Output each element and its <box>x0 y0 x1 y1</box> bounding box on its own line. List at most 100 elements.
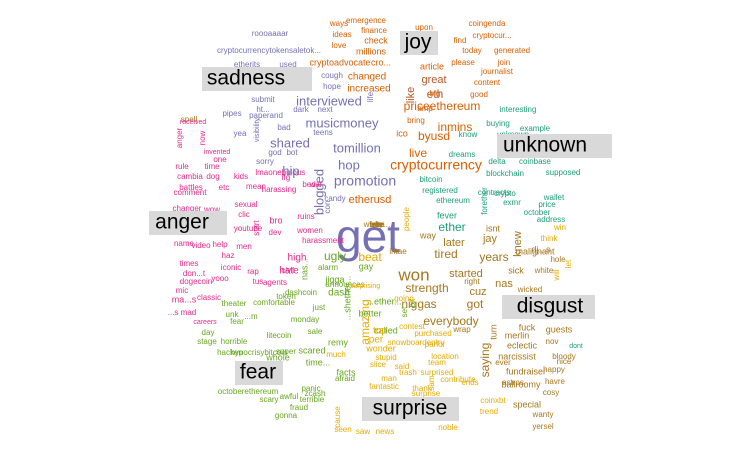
group-label-anger: anger <box>149 211 227 235</box>
word-contracts: contracts <box>478 188 510 197</box>
group-label-text: anger <box>155 211 209 234</box>
word-years: years <box>479 250 508 264</box>
word-big: big <box>430 89 441 98</box>
word-fantastic: fantastic <box>369 382 399 391</box>
word-times: times <box>179 259 198 268</box>
word-noble: noble <box>438 423 458 432</box>
word-better: better <box>358 308 381 318</box>
group-label-sadness: sadness <box>202 67 312 91</box>
word-take: take <box>369 220 385 229</box>
word-blockchain: blockchain <box>486 169 524 178</box>
word-careers: careers <box>193 319 217 326</box>
word-love: love <box>332 41 347 50</box>
word-good: good <box>470 90 488 99</box>
word-emergence: emergence <box>346 16 387 25</box>
word-cryptoadvocate: cryptoadvocate <box>309 57 370 67</box>
group-label-box <box>149 211 227 235</box>
word-intae: intae <box>389 247 407 256</box>
word-wrap: wrap <box>452 325 471 334</box>
word-interviewed: interviewed <box>296 93 362 108</box>
word-dev: dev <box>269 228 282 237</box>
word-battles: battles <box>179 183 203 192</box>
word-fuck: fuck <box>519 322 536 332</box>
word-submit: submit <box>251 95 275 104</box>
word-remy: remy <box>328 337 348 347</box>
word-harassment: harassment <box>302 236 345 245</box>
word-great: great <box>421 74 446 86</box>
word-cause: cause <box>333 406 342 428</box>
group-labels-layer: joy sadness unknown anger disgust fear surpris… <box>149 31 612 421</box>
group-label-box <box>400 31 438 55</box>
word-article: article <box>420 61 444 71</box>
word-changed: changed <box>348 72 386 83</box>
word-tus: tus <box>253 277 264 286</box>
word-cuz: cuz <box>469 286 486 298</box>
word-teens: teens <box>313 128 333 137</box>
word-bit: bit <box>408 298 417 307</box>
word-help: help <box>212 240 228 249</box>
word-cro: cro... <box>371 57 391 67</box>
word-kids: kids <box>234 172 248 181</box>
word-journalist: journalist <box>480 67 514 76</box>
word-address: address <box>537 215 565 224</box>
word-video: video <box>191 241 211 250</box>
word-unk: unk <box>226 310 240 319</box>
word-high: high <box>288 253 307 264</box>
word-agents: agents <box>263 278 287 287</box>
word-ballroomy: ballroomy <box>501 379 541 389</box>
word-thank: thank <box>412 384 433 393</box>
word-bloody: bloody <box>552 352 576 361</box>
word-god: god <box>268 148 281 157</box>
word-october: october <box>524 208 551 217</box>
word-sam: sam <box>427 375 436 390</box>
word-inty: inty <box>371 220 383 229</box>
word-crypto: crypto <box>494 189 516 198</box>
word-announces: announces <box>325 280 364 289</box>
word-bed: bed <box>302 180 315 189</box>
word-jigga: jigga <box>324 274 344 284</box>
word-wonder: wonder <box>365 343 396 353</box>
word-fever: fever <box>437 210 457 220</box>
word-increased: increased <box>347 84 390 95</box>
word-ideas: ideas <box>332 30 351 39</box>
word-get: get <box>336 210 400 262</box>
word-hacken: hacken <box>217 348 243 357</box>
group-label-box <box>202 67 312 91</box>
word-registered: registered <box>422 186 458 195</box>
word-will: will <box>552 269 561 281</box>
word-anger: anger <box>175 127 184 148</box>
word-today: today <box>462 46 482 55</box>
group-label-joy: joy <box>400 31 438 55</box>
word-pipes: pipes <box>222 109 241 118</box>
word-dreams: dreams <box>449 150 476 159</box>
word-bring: bring <box>407 116 425 125</box>
word-seen: seen <box>334 425 351 434</box>
word-think: think <box>541 234 559 243</box>
word-con: con <box>323 201 332 214</box>
word-delta: delta <box>488 157 506 166</box>
word-scary: scary <box>259 395 278 404</box>
word-ugly: ugly <box>324 249 346 263</box>
word-dashcoin: dashcoin <box>285 288 317 297</box>
word-per: per <box>369 335 384 346</box>
word-slice: slice <box>370 360 387 369</box>
word-bitcoin: bitcoin <box>419 175 442 184</box>
word-started: started <box>449 268 483 280</box>
word-blogged: blogged <box>311 169 326 215</box>
word-sale: sale <box>308 327 323 336</box>
word-ether: ether <box>438 220 465 234</box>
word-day: day <box>202 328 215 337</box>
word-just: just <box>312 303 326 312</box>
word-buying: buying <box>486 119 510 128</box>
word-snowboardentry: snowboardentry <box>388 338 445 347</box>
word-haz: haz <box>222 251 235 260</box>
word-saying: saying <box>478 343 492 378</box>
word-isnt: isnt <box>486 223 501 233</box>
word-finance: finance <box>361 26 387 35</box>
word-surprise: surprise <box>412 389 441 398</box>
word-priceethereum: priceethereum <box>404 99 481 113</box>
word-whole: whole <box>265 352 290 362</box>
word-top: top <box>373 326 387 337</box>
word-location: location <box>431 352 459 361</box>
word-used: used <box>279 60 296 69</box>
